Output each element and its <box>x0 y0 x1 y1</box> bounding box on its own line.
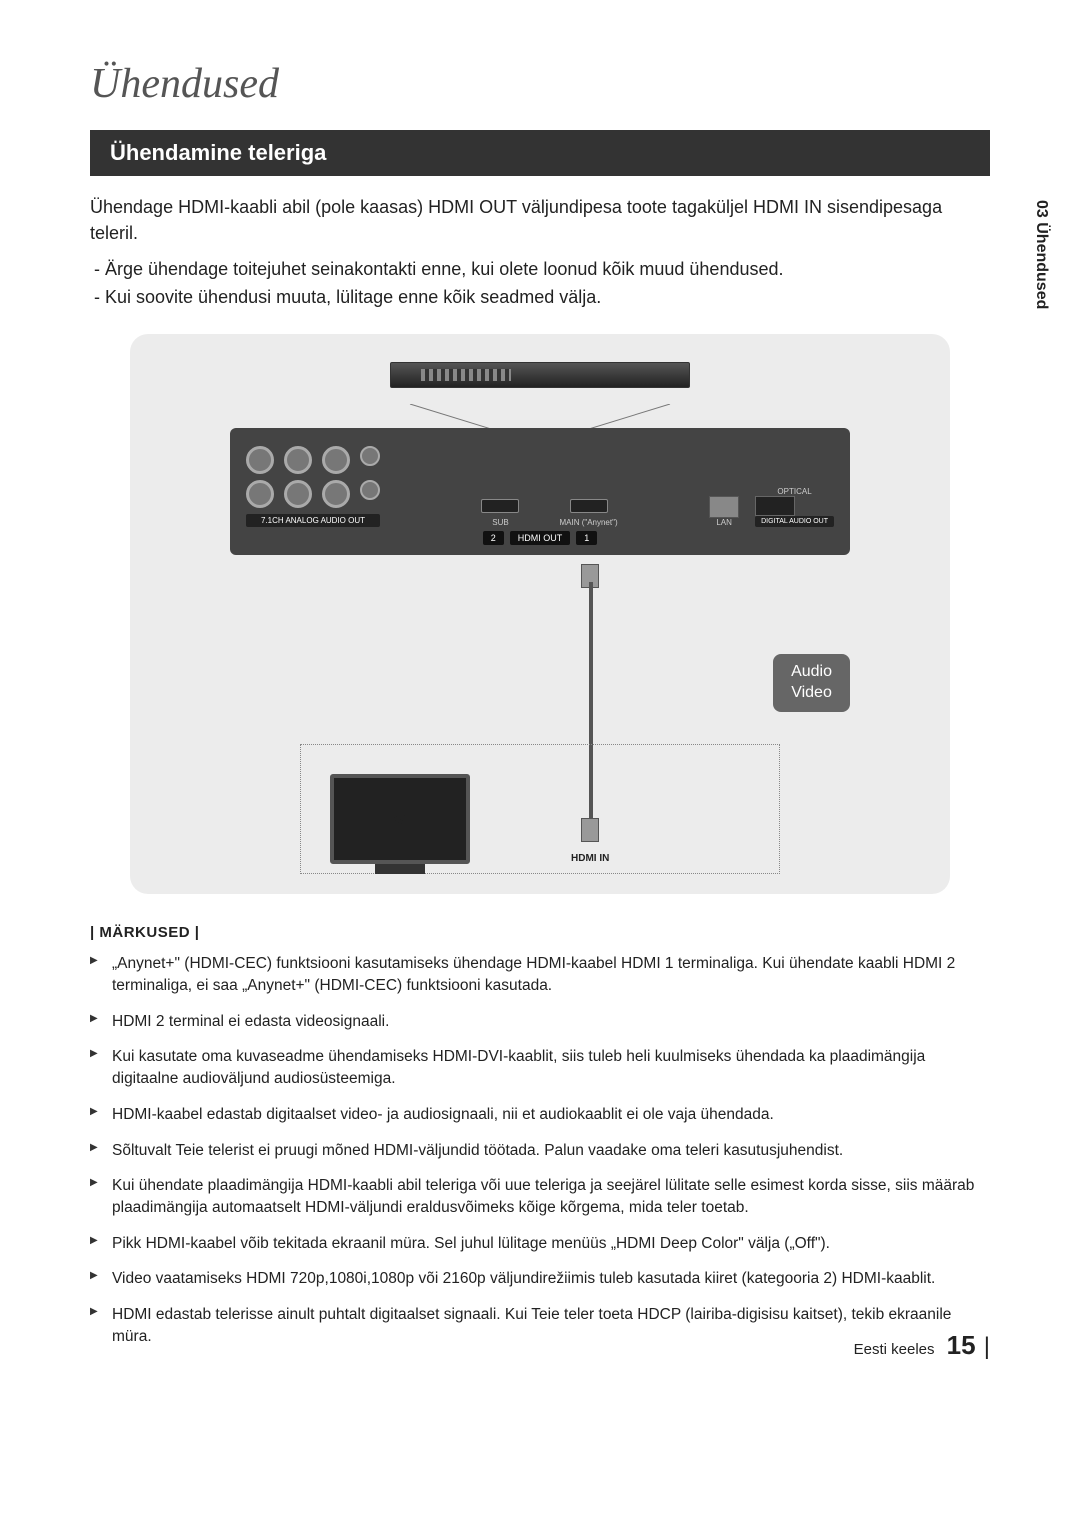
page-footer: Eesti keeles 15 | <box>854 1330 990 1361</box>
intro-paragraph: Ühendage HDMI-kaabli abil (pole kaasas) … <box>90 194 990 246</box>
intro-bullet: - Ärge ühendage toitejuhet seinakontakti… <box>94 256 990 282</box>
hdmi-main-label: MAIN ("Anynet") <box>559 518 617 527</box>
lan-port <box>709 496 739 518</box>
hdmi-out-label: HDMI OUT <box>510 531 571 545</box>
section-heading: Ühendamine teleriga <box>90 130 990 176</box>
note-item: „Anynet+" (HDMI-CEC) funktsiooni kasutam… <box>90 953 990 996</box>
note-item: Kui kasutate oma kuvaseadme ühendamiseks… <box>90 1046 990 1089</box>
note-item: HDMI 2 terminal ei edasta videosignaali. <box>90 1011 990 1033</box>
notes-list: „Anynet+" (HDMI-CEC) funktsiooni kasutam… <box>90 953 990 1347</box>
player-back-panel: 7.1CH ANALOG AUDIO OUT SUB MAIN ("Anynet… <box>230 428 850 555</box>
notes-heading: | MÄRKUSED | <box>90 924 990 941</box>
note-item: HDMI-kaabel edastab digitaalset video- j… <box>90 1104 990 1126</box>
note-item: Video vaatamiseks HDMI 720p,1080i,1080p … <box>90 1268 990 1290</box>
hdmi-in-label: HDMI IN <box>571 853 609 864</box>
audio-video-badge: Audio Video <box>773 654 850 712</box>
connection-diagram: 7.1CH ANALOG AUDIO OUT SUB MAIN ("Anynet… <box>130 334 950 894</box>
digital-audio-label: DIGITAL AUDIO OUT <box>755 516 834 527</box>
intro-bullet-list: - Ärge ühendage toitejuhet seinakontakti… <box>94 256 990 310</box>
optical-label: OPTICAL <box>755 487 834 496</box>
hdmi-num-1: 1 <box>576 531 597 545</box>
side-tab: 03 Ühendused <box>1032 200 1050 309</box>
tv-label: TV <box>382 811 405 832</box>
analog-audio-out-block: 7.1CH ANALOG AUDIO OUT <box>246 446 390 527</box>
player-top-view <box>390 362 690 388</box>
footer-language: Eesti keeles <box>854 1341 935 1358</box>
video-label: Video <box>791 683 832 704</box>
note-item: Kui ühendate plaadimängija HDMI-kaabli a… <box>90 1175 990 1218</box>
lan-label: LAN <box>709 518 739 527</box>
hdmi-port-1 <box>570 499 608 513</box>
intro-bullet: - Kui soovite ühendusi muuta, lülitage e… <box>94 284 990 310</box>
hdmi-port-2 <box>481 499 519 513</box>
hdmi-sub-label: SUB <box>481 518 519 527</box>
audio-label: Audio <box>791 662 832 683</box>
page-number: 15 <box>947 1330 976 1360</box>
footer-bar: | <box>984 1333 990 1360</box>
note-item: Sõltuvalt Teie telerist ei pruugi mõned … <box>90 1140 990 1162</box>
note-item: Pikk HDMI-kaabel võib tekitada ekraanil … <box>90 1233 990 1255</box>
optical-port <box>755 496 795 516</box>
chapter-title: Ühendused <box>90 60 990 108</box>
hdmi-num-2: 2 <box>483 531 504 545</box>
analog-audio-label: 7.1CH ANALOG AUDIO OUT <box>246 514 380 527</box>
